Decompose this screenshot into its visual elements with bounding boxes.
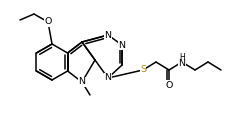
Text: N: N [78,77,86,87]
Text: O: O [44,18,52,26]
Text: N: N [105,73,111,83]
Text: N: N [118,41,125,49]
Text: O: O [165,80,173,90]
Text: H: H [179,53,185,61]
Text: N: N [179,58,185,68]
Text: S: S [140,65,146,75]
Text: N: N [105,30,111,39]
